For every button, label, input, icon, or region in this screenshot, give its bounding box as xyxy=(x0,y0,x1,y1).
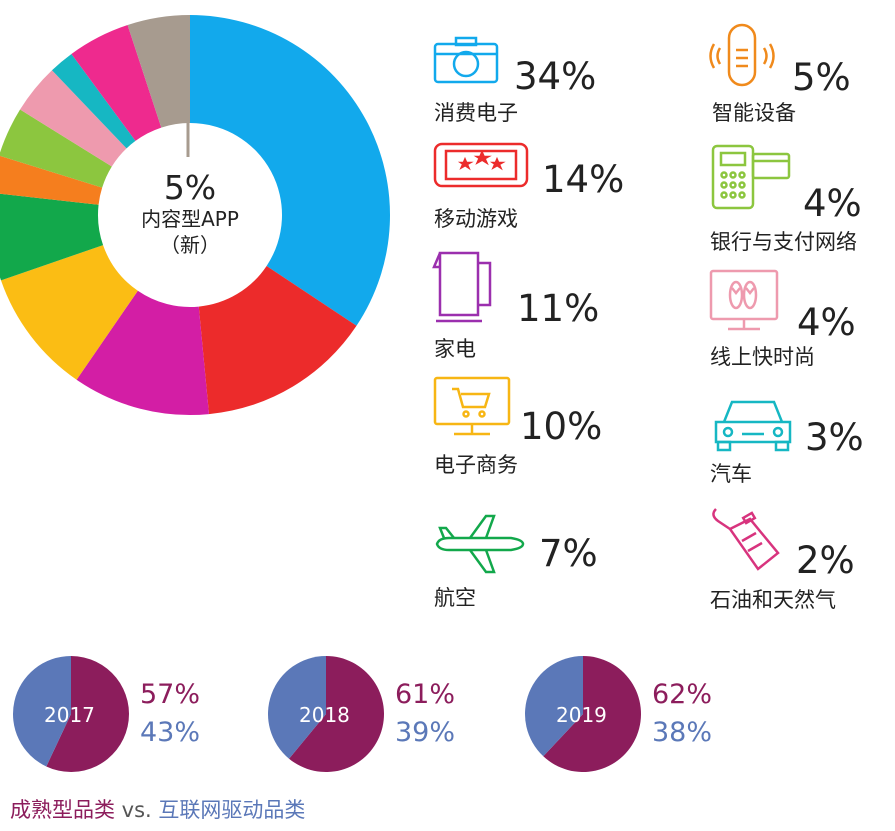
pie-slice-mature xyxy=(289,656,384,772)
payment-terminal-icon xyxy=(711,144,791,210)
category-percent: 3% xyxy=(805,416,864,459)
mini-pie-2017: 2017 57% 43% xyxy=(10,652,210,776)
category-automotive: 3% 汽车 xyxy=(708,394,888,494)
pie-2018 xyxy=(268,656,384,772)
comparison-caption: 成熟型品类 vs. 互联网驱动品类 xyxy=(10,794,305,824)
category-percent: 5% xyxy=(792,56,851,99)
monitor-flipflops-icon xyxy=(709,269,779,331)
category-name: 家电 xyxy=(434,337,476,361)
mini-pie-2019: 2019 62% 38% xyxy=(522,652,722,776)
mature-share: 62% xyxy=(652,679,713,710)
category-online-fast-fashion: 4% 线上快时尚 xyxy=(708,268,888,370)
category-name: 银行与支付网络 xyxy=(710,230,857,254)
category-mobile-games: 14% 移动游戏 xyxy=(432,140,632,235)
kettle-icon xyxy=(432,251,492,323)
category-appliances: 11% 家电 xyxy=(432,245,632,361)
pie-year: 2017 xyxy=(44,703,95,727)
mature-share: 57% xyxy=(140,679,201,710)
donut-slice xyxy=(71,24,162,141)
donut-slice xyxy=(0,155,103,205)
category-airline: 7% 航空 xyxy=(432,512,632,617)
category-donut-chart xyxy=(0,15,391,416)
internet-label: 互联网驱动品类 xyxy=(158,798,306,822)
category-consumer-electronics: 34% 消费电子 xyxy=(432,35,632,130)
vs-label: vs. xyxy=(115,798,159,822)
pie-slice-mature xyxy=(46,656,129,772)
mini-pie-2018: 2018 61% 39% xyxy=(265,652,465,776)
donut-center-label: 5% 内容型APP （新） xyxy=(125,170,255,258)
category-smart-devices: 5% 智能设备 xyxy=(708,20,888,130)
center-line1: 内容型APP xyxy=(141,207,239,231)
center-line2: （新） xyxy=(160,233,220,257)
category-percent: 11% xyxy=(517,287,600,330)
category-percent: 34% xyxy=(514,55,597,98)
donut-slice xyxy=(190,15,391,326)
internet-share: 43% xyxy=(140,717,201,748)
pie-2017 xyxy=(12,656,129,772)
pie-slice-mature xyxy=(543,656,641,772)
camera-icon xyxy=(433,36,499,84)
pie-2019 xyxy=(525,656,641,772)
pie-slice-internet xyxy=(12,656,71,767)
category-percent: 14% xyxy=(542,158,625,201)
pie-year: 2019 xyxy=(556,703,607,727)
pie-slice-internet xyxy=(268,656,326,759)
internet-share: 39% xyxy=(395,717,456,748)
category-name: 消费电子 xyxy=(434,101,518,125)
category-percent: 10% xyxy=(520,405,603,448)
category-name: 石油和天然气 xyxy=(710,588,836,612)
center-value: 5% xyxy=(163,168,217,207)
mobile-game-icon xyxy=(433,142,529,188)
donut-slice xyxy=(198,265,357,415)
category-percent: 4% xyxy=(803,182,862,225)
donut-slice xyxy=(20,70,127,167)
internet-share: 38% xyxy=(652,717,713,748)
category-name: 汽车 xyxy=(710,462,752,486)
pie-year: 2018 xyxy=(299,703,350,727)
car-icon xyxy=(714,400,792,452)
category-name: 航空 xyxy=(434,586,476,610)
mature-share: 61% xyxy=(395,679,456,710)
category-name: 电子商务 xyxy=(434,453,518,477)
category-percent: 7% xyxy=(539,532,598,575)
category-percent: 2% xyxy=(796,539,855,582)
category-oil-gas: 2% 石油和天然气 xyxy=(708,505,895,612)
category-ecommerce: 10% 电子商务 xyxy=(432,375,632,480)
airplane-icon xyxy=(435,514,525,574)
monitor-cart-icon xyxy=(433,376,511,436)
donut-slice xyxy=(0,245,138,380)
donut-slice xyxy=(51,53,136,149)
mature-label: 成熟型品类 xyxy=(10,798,115,822)
category-name: 线上快时尚 xyxy=(710,345,815,369)
category-banking-payments: 4% 银行与支付网络 xyxy=(708,142,893,254)
category-name: 智能设备 xyxy=(712,101,796,125)
donut-slice xyxy=(127,15,190,128)
pie-slice-internet xyxy=(525,656,583,757)
donut-slice xyxy=(76,290,210,416)
donut-slice xyxy=(0,193,104,281)
oil-can-icon xyxy=(712,508,780,571)
donut-slice xyxy=(0,109,112,188)
smart-speaker-icon xyxy=(709,23,775,87)
category-name: 移动游戏 xyxy=(434,207,518,231)
category-percent: 4% xyxy=(797,301,856,344)
